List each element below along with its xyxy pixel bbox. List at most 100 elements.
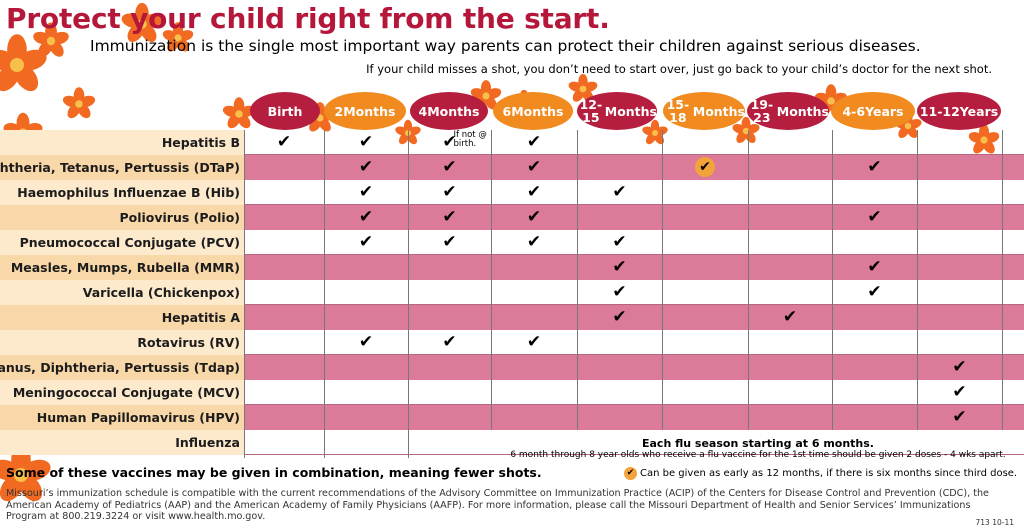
check-icon: ✔ (442, 132, 457, 152)
age-header-unit: Months (692, 103, 745, 119)
age-header-7: 4-6 Years (831, 92, 915, 130)
flower-icon (160, 20, 196, 56)
flower-icon (393, 118, 423, 148)
column-divider (917, 130, 918, 430)
age-header-value: 19-23 (750, 97, 774, 125)
influenza-note-detail: 6 month through 8 year olds who receive … (510, 450, 1006, 460)
table-row: Rotavirus (RV) ✔ ✔ ✔ (0, 330, 1024, 355)
table-row: Tetanus, Diphtheria, Pertussis (Tdap) ✔ (0, 355, 1024, 380)
check-icon: ✔ (612, 232, 627, 252)
age-header-3: 6 Months (493, 92, 573, 130)
vaccine-name: Influenza (0, 430, 244, 455)
age-header-value: 11-12 (919, 103, 960, 119)
check-icon: ✔ (526, 232, 542, 252)
check-icon: ✔ (952, 357, 967, 377)
check-icon: ✔ (952, 407, 967, 427)
early-dose-check-icon: ✔ (695, 157, 715, 177)
column-divider (244, 130, 245, 458)
row-cells (244, 205, 1024, 230)
row-cells (244, 255, 1024, 280)
table-row: Hepatitis A ✔ ✔ (0, 305, 1024, 330)
table-row: Human Papillomavirus (HPV) ✔ (0, 405, 1024, 430)
check-icon: ✔ (782, 307, 798, 327)
flower-icon (640, 118, 670, 148)
age-header-5: 15-18 Months (663, 92, 745, 130)
check-icon: ✔ (358, 232, 374, 252)
hepatitis-b-note: If not @ birth. (453, 130, 487, 149)
row-cells (244, 155, 1024, 180)
check-icon: ✔ (526, 157, 542, 177)
check-icon: ✔ (867, 282, 882, 302)
check-icon: ✔ (358, 207, 374, 227)
table-row: Measles, Mumps, Rubella (MMR) ✔ ✔ (0, 255, 1024, 280)
vaccine-name: Varicella (Chickenpox) (0, 280, 244, 305)
vaccine-name: Haemophilus Influenzae B (Hib) (0, 180, 244, 205)
row-cells (244, 380, 1024, 405)
age-header-value: 15-18 (666, 97, 690, 125)
early-dose-icon: ✔ (624, 467, 637, 480)
age-header-value: 4 (418, 103, 428, 119)
check-icon: ✔ (867, 207, 882, 227)
age-header-2: 4 Months (410, 92, 488, 130)
column-divider (832, 130, 833, 430)
age-header-unit: Months (604, 103, 657, 119)
combination-note: Some of these vaccines may be given in c… (6, 465, 542, 480)
check-icon: ✔ (952, 382, 967, 402)
legend-text: Can be given as early as 12 months, if t… (640, 468, 1018, 479)
column-divider (662, 130, 663, 430)
age-header-value: 6 (502, 103, 512, 119)
age-header-unit: Months (427, 103, 480, 119)
check-icon: ✔ (358, 182, 374, 202)
flower-icon (966, 122, 1002, 158)
missed-shot-note: If your child misses a shot, you don’t n… (366, 62, 992, 76)
vaccine-name: Tetanus, Diphtheria, Pertussis (Tdap) (0, 355, 244, 380)
age-header-unit: Years (959, 103, 999, 119)
age-header-6: 19-23 Months (747, 92, 829, 130)
check-icon: ✔ (612, 182, 627, 202)
age-header-value: Birth (267, 103, 303, 119)
table-row: Hepatitis B ✔ ✔ ✔ ✔ If not @ birth. (0, 130, 1024, 155)
table-row: Meningococcal Conjugate (MCV) ✔ (0, 380, 1024, 405)
flower-icon (30, 20, 72, 62)
table-row: Poliovirus (Polio) ✔ ✔ ✔ ✔ (0, 205, 1024, 230)
check-icon: ✔ (358, 157, 374, 177)
age-header-unit: Months (343, 103, 396, 119)
flower-icon (730, 115, 762, 147)
age-header-unit: Years (865, 103, 904, 119)
column-divider (408, 130, 409, 458)
check-icon: ✔ (276, 132, 292, 152)
check-icon: ✔ (442, 182, 457, 202)
page-subtitle: Immunization is the single most importan… (90, 37, 921, 55)
vaccine-name: Hepatitis A (0, 305, 244, 330)
flower-icon (60, 85, 98, 123)
column-divider (1002, 130, 1003, 430)
vaccine-name: Measles, Mumps, Rubella (MMR) (0, 255, 244, 280)
column-divider (577, 130, 578, 430)
flower-icon (0, 440, 56, 510)
row-cells (244, 305, 1024, 330)
age-header-value: 4-6 (842, 103, 866, 119)
check-icon: ✔ (526, 332, 542, 352)
column-divider (748, 130, 749, 430)
check-icon: ✔ (526, 132, 542, 152)
check-icon: ✔ (442, 157, 457, 177)
flower-icon (566, 72, 600, 106)
check-icon: ✔ (358, 332, 374, 352)
age-header-4: 12-15 Months (577, 92, 657, 130)
flower-icon (220, 95, 258, 133)
table-row: Influenza (0, 430, 1024, 455)
flower-icon (118, 0, 166, 48)
vaccine-name: Human Papillomavirus (HPV) (0, 405, 244, 430)
flower-icon (0, 30, 52, 100)
column-divider (491, 130, 492, 430)
page-title: Protect your child right from the start. (6, 2, 610, 35)
vaccine-name: Hepatitis B (0, 130, 244, 155)
age-header-unit: Months (776, 103, 829, 119)
form-code: 713 10-11 (975, 518, 1015, 527)
influenza-note-title: Each flu season starting at 6 months. (641, 437, 874, 450)
legend: ✔ Can be given as early as 12 months, if… (624, 467, 1017, 480)
age-header-value: 2 (334, 103, 344, 119)
check-icon: ✔ (612, 257, 627, 277)
age-header-8: 11-12 Years (917, 92, 1001, 130)
table-row: Diphtheria, Tetanus, Pertussis (DTaP) ✔ ✔ ✔… (0, 155, 1024, 180)
